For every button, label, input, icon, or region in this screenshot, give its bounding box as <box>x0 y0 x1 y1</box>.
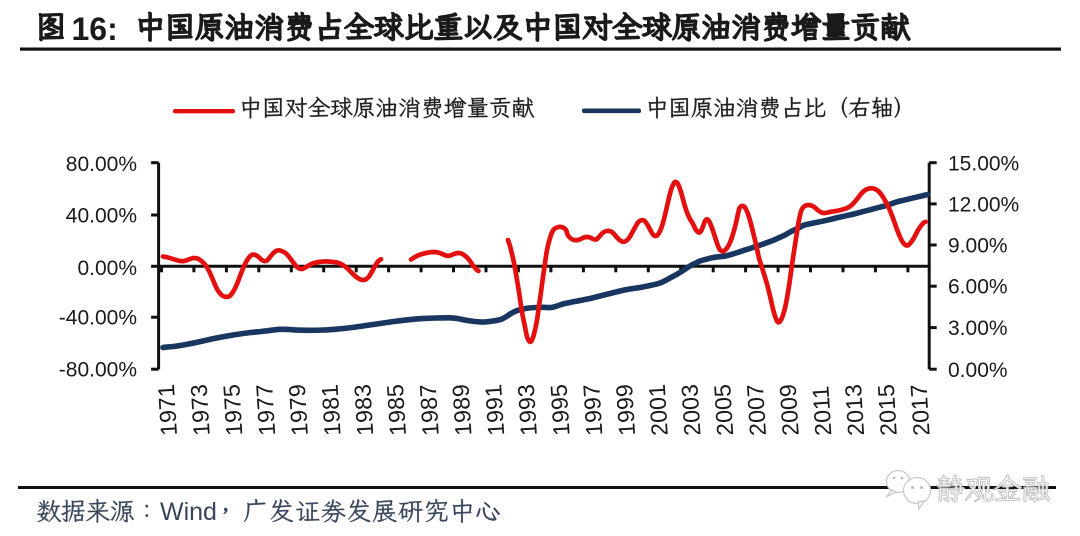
svg-text:1981: 1981 <box>316 383 345 436</box>
svg-text:80.00%: 80.00% <box>66 153 137 176</box>
svg-text:40.00%: 40.00% <box>66 205 137 228</box>
svg-text:1987: 1987 <box>415 383 444 436</box>
svg-text:1989: 1989 <box>447 383 476 436</box>
svg-text:1993: 1993 <box>513 383 542 436</box>
svg-text:2011: 2011 <box>807 385 836 436</box>
svg-text:1999: 1999 <box>611 383 640 436</box>
svg-text:1977: 1977 <box>251 383 280 436</box>
svg-text:2005: 2005 <box>709 383 738 436</box>
svg-text:1973: 1973 <box>186 383 215 436</box>
svg-text:2015: 2015 <box>873 383 902 436</box>
svg-text:16:: 16: <box>72 11 118 47</box>
svg-text:2001: 2001 <box>644 383 673 436</box>
svg-text:15.00%: 15.00% <box>948 152 1019 175</box>
svg-text:1991: 1991 <box>480 383 509 436</box>
svg-text:2017: 2017 <box>905 383 934 436</box>
svg-text:1971: 1971 <box>153 383 182 436</box>
svg-text:-40.00%: -40.00% <box>59 307 137 330</box>
svg-text:1995: 1995 <box>545 383 574 436</box>
svg-text:1975: 1975 <box>218 383 247 436</box>
svg-text:1983: 1983 <box>349 383 378 436</box>
svg-text:2013: 2013 <box>840 383 869 436</box>
svg-text:0.00%: 0.00% <box>948 359 1008 382</box>
svg-text:1985: 1985 <box>382 383 411 436</box>
svg-text:2009: 2009 <box>775 383 804 436</box>
svg-text:2003: 2003 <box>676 383 705 436</box>
svg-text:12.00%: 12.00% <box>948 193 1019 216</box>
svg-text:0.00%: 0.00% <box>77 257 137 280</box>
svg-text:6.00%: 6.00% <box>948 276 1008 299</box>
svg-text:3.00%: 3.00% <box>948 317 1008 340</box>
svg-text:Wind: Wind <box>160 498 217 526</box>
svg-text:-80.00%: -80.00% <box>59 358 137 381</box>
svg-text:9.00%: 9.00% <box>948 235 1008 258</box>
svg-text:2007: 2007 <box>742 383 771 436</box>
svg-text:1997: 1997 <box>578 383 607 436</box>
svg-text:1979: 1979 <box>284 383 313 436</box>
